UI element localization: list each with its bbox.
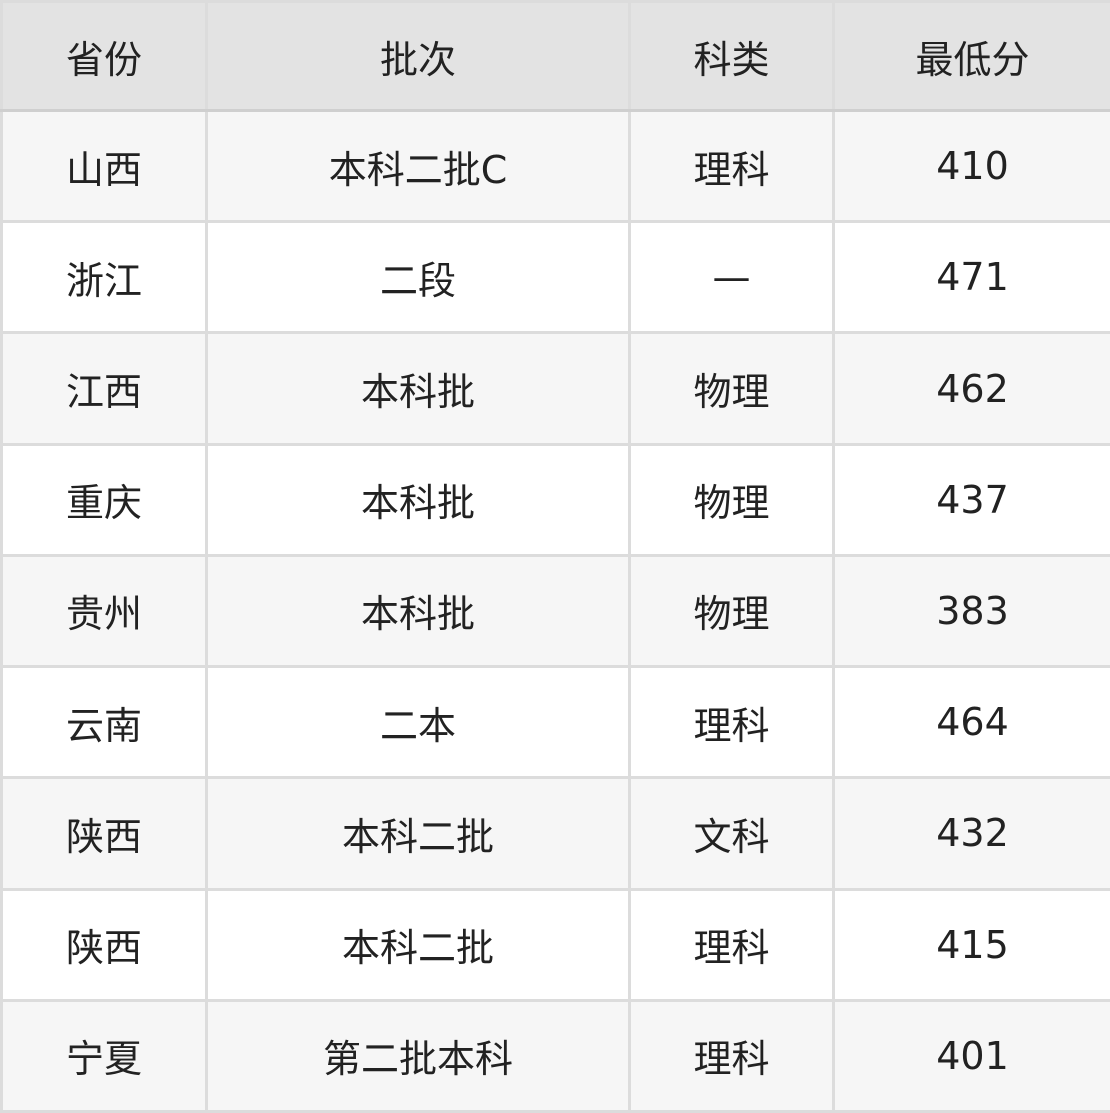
- cell-province: 陕西: [0, 776, 208, 891]
- cell-category: 物理: [628, 553, 835, 669]
- table-row: 云南 二本 理科 464: [0, 665, 1110, 780]
- cell-batch: 第二批本科: [205, 998, 631, 1113]
- cell-batch: 二本: [205, 665, 631, 780]
- table-row: 陕西 本科二批 文科 432: [0, 776, 1110, 891]
- cell-category: 理科: [628, 108, 835, 224]
- cell-province: 江西: [0, 331, 208, 446]
- cell-province: 陕西: [0, 887, 208, 1002]
- cell-category: 理科: [628, 665, 835, 780]
- cell-category: 理科: [628, 998, 835, 1113]
- cell-category: 理科: [628, 887, 835, 1002]
- cell-province: 山西: [0, 108, 208, 224]
- cell-min-score: 464: [832, 665, 1110, 780]
- table-row: 江西 本科批 物理 462: [0, 331, 1110, 446]
- cell-batch: 本科二批C: [205, 108, 631, 224]
- cell-batch: 本科二批: [205, 887, 631, 1002]
- cell-batch: 本科二批: [205, 776, 631, 891]
- header-row: 省份 批次 科类 最低分: [0, 0, 1110, 112]
- header-batch: 批次: [205, 0, 631, 112]
- cell-batch: 本科批: [205, 331, 631, 446]
- table-row: 宁夏 第二批本科 理科 401: [0, 998, 1110, 1113]
- cell-province: 浙江: [0, 220, 208, 335]
- header-min-score: 最低分: [832, 0, 1110, 112]
- cell-province: 贵州: [0, 553, 208, 669]
- cell-category: —: [628, 220, 835, 335]
- table-row: 陕西 本科二批 理科 415: [0, 887, 1110, 1002]
- cell-min-score: 462: [832, 331, 1110, 446]
- cell-province: 宁夏: [0, 998, 208, 1113]
- cell-min-score: 383: [832, 553, 1110, 669]
- cell-min-score: 410: [832, 108, 1110, 224]
- cell-category: 物理: [628, 442, 835, 557]
- cell-category: 物理: [628, 331, 835, 446]
- header-province: 省份: [0, 0, 208, 112]
- cell-batch: 二段: [205, 220, 631, 335]
- header-category: 科类: [628, 0, 835, 112]
- cell-min-score: 415: [832, 887, 1110, 1002]
- cell-batch: 本科批: [205, 553, 631, 669]
- cell-province: 云南: [0, 665, 208, 780]
- table-row: 浙江 二段 —471: [0, 220, 1110, 335]
- cell-min-score: 471: [832, 220, 1110, 335]
- cell-min-score: 401: [832, 998, 1110, 1113]
- table-row: 重庆 本科批 物理 437: [0, 442, 1110, 557]
- cell-category: 文科: [628, 776, 835, 891]
- table-row: 山西 本科二批C 理科 410: [0, 108, 1110, 224]
- cell-province: 重庆: [0, 442, 208, 557]
- cell-batch: 本科批: [205, 442, 631, 557]
- table-row: 贵州 本科批 物理 383: [0, 553, 1110, 669]
- cell-min-score: 432: [832, 776, 1110, 891]
- cell-min-score: 437: [832, 442, 1110, 557]
